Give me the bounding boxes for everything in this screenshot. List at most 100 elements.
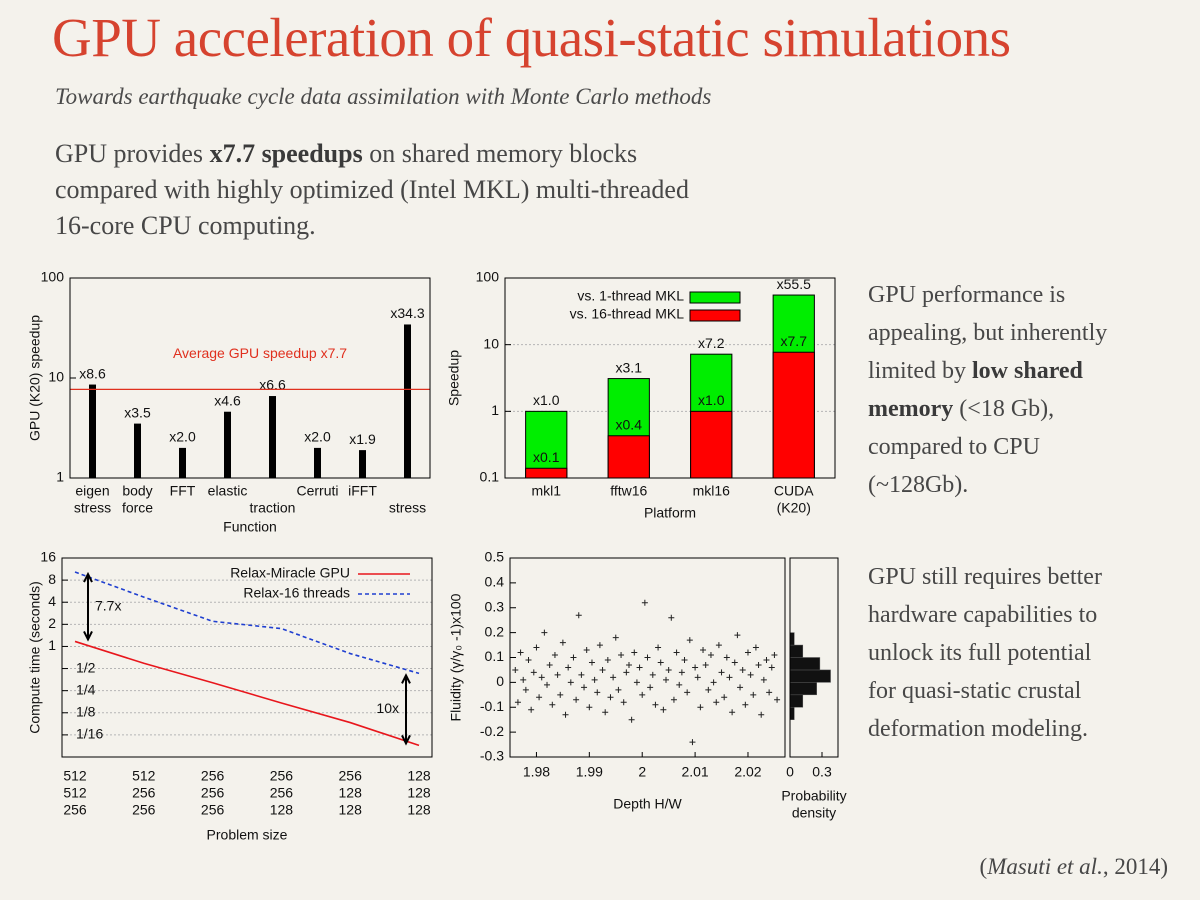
x-axis-label: Probability (781, 788, 846, 804)
point (710, 679, 717, 686)
side-text: GPU still requires better hardware capabi… (868, 558, 1102, 748)
legend-swatch (689, 291, 741, 304)
point (591, 676, 598, 683)
point (760, 676, 767, 683)
point (570, 654, 577, 661)
point (581, 684, 588, 691)
y-tick-label: 1 (491, 402, 499, 418)
point (544, 681, 551, 688)
point (628, 716, 635, 723)
plot-frame (789, 557, 839, 758)
point (707, 652, 714, 659)
intro-text: GPU provides x7.7 speedups on shared mem… (55, 136, 689, 244)
y-tick-label: -0.1 (480, 698, 504, 714)
side-text: GPU performance is appealing, but inheren… (868, 276, 1107, 504)
point (512, 666, 519, 673)
point (649, 671, 656, 678)
point (567, 679, 574, 686)
data-label: x4.6 (214, 392, 241, 408)
point (586, 704, 593, 711)
x-tick-label: 256 (132, 802, 156, 818)
text: appealing, but inherently (868, 320, 1108, 346)
point (575, 612, 582, 619)
data-label: x8.6 (79, 365, 106, 381)
point (678, 669, 685, 676)
point (758, 711, 765, 718)
point (657, 659, 664, 666)
y-tick-label: 2 (48, 615, 56, 631)
point (525, 656, 532, 663)
x-tick-label: 128 (339, 802, 363, 818)
histogram-bar (789, 644, 804, 658)
text: for quasi-static crustal (868, 678, 1082, 704)
annotation-arrow (83, 571, 93, 642)
point (660, 706, 667, 713)
x-tick-label: 2 (638, 764, 646, 780)
histogram-bar (789, 682, 817, 696)
bold-text: memory (868, 396, 954, 422)
x-tick-label: fftw16 (610, 483, 647, 499)
data-label: x1.0 (533, 392, 560, 408)
bar (224, 411, 231, 478)
x-tick-label: force (122, 500, 153, 516)
point (522, 686, 529, 693)
point (610, 674, 617, 681)
y-axis-label: Compute time (seconds) (27, 581, 43, 734)
point (625, 661, 632, 668)
y-axis-label: Speedup (446, 350, 462, 406)
point (551, 652, 558, 659)
x-tick-label: 2.02 (734, 764, 761, 780)
y-tick-label: 0.1 (480, 469, 500, 485)
point (655, 644, 662, 651)
point (631, 649, 638, 656)
x-tick-label: 0 (786, 764, 794, 780)
x-tick-label: 512 (63, 785, 87, 801)
data-label: x1.9 (349, 431, 376, 447)
y-tick-label: -0.3 (480, 748, 504, 764)
x-tick-label: 0.3 (812, 764, 832, 780)
point (583, 647, 590, 654)
point (652, 701, 659, 708)
data-label: x34.3 (390, 305, 424, 321)
y-tick-label: 1 (48, 637, 56, 653)
y-tick-label: 1 (56, 469, 64, 485)
point (546, 661, 553, 668)
point (599, 666, 606, 673)
x-tick-label: mkl16 (693, 483, 731, 499)
point (573, 696, 580, 703)
annotation: 10x (376, 700, 399, 716)
bar (525, 467, 568, 479)
point (697, 704, 704, 711)
bold-text: low shared (972, 358, 1083, 384)
point (607, 694, 614, 701)
point (718, 669, 725, 676)
point (615, 686, 622, 693)
point (713, 699, 720, 706)
y-tick-label: 0.5 (485, 549, 505, 565)
x-tick-label: mkl1 (531, 483, 561, 499)
histogram-bar (789, 707, 795, 720)
x-tick-label: 128 (339, 785, 363, 801)
data-label: x7.7 (781, 333, 808, 349)
point (774, 696, 781, 703)
point (520, 676, 527, 683)
x-tick-label: 1.99 (576, 764, 603, 780)
point (692, 664, 699, 671)
point (618, 652, 625, 659)
data-label: x7.2 (698, 335, 725, 351)
x-tick-label: 128 (407, 785, 431, 801)
text: unlock its full potential (868, 640, 1092, 666)
point (565, 664, 572, 671)
text: deformation modeling. (868, 716, 1088, 742)
x-tick-label: traction (250, 500, 296, 516)
text: GPU still requires better (868, 564, 1102, 590)
text: limited by (868, 358, 972, 384)
y-tick-label: 1/8 (76, 703, 96, 719)
point (700, 647, 707, 654)
point (726, 674, 733, 681)
point (747, 671, 754, 678)
x-tick-label: 256 (201, 768, 225, 784)
text: 16-core CPU computing. (55, 211, 316, 240)
text: (<18 Gb), (953, 396, 1055, 422)
point (663, 676, 670, 683)
